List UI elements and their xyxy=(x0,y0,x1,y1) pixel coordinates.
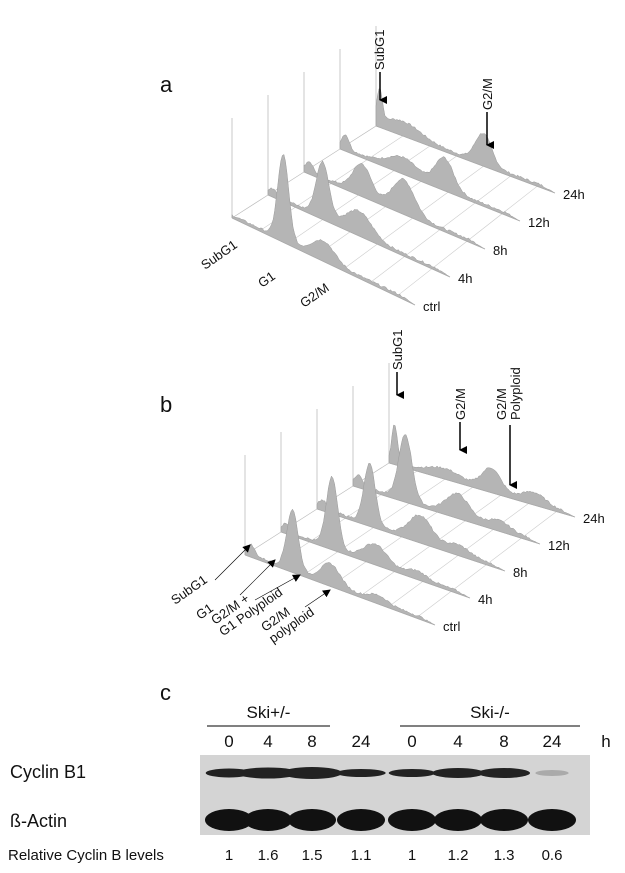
time-label: 0 xyxy=(407,732,416,751)
peak-label: G2/M xyxy=(453,388,468,420)
histogram xyxy=(339,134,521,222)
timepoint-label: 4h xyxy=(478,592,492,607)
trace-baseline xyxy=(339,148,521,222)
row-label: Cyclin B1 xyxy=(10,762,86,782)
histogram xyxy=(231,154,416,306)
timepoint-label: 8h xyxy=(513,565,527,580)
group-label: Ski-/- xyxy=(470,703,510,722)
actin-band xyxy=(434,809,482,831)
trace-baseline xyxy=(280,531,471,599)
time-label: 8 xyxy=(499,732,508,751)
peak-label: G2/MPolyploid xyxy=(494,367,523,420)
actin-band xyxy=(244,809,292,831)
time-label: 8 xyxy=(307,732,316,751)
histogram xyxy=(280,475,471,599)
axis-label: SubG1 xyxy=(198,237,240,273)
row-label: ß-Actin xyxy=(10,811,67,831)
relative-value: 1.3 xyxy=(494,847,515,864)
actin-band xyxy=(337,809,385,831)
pointer-line xyxy=(214,544,251,581)
time-label: 4 xyxy=(453,732,462,751)
axis-label: G2/M xyxy=(297,280,332,311)
cyclin-band xyxy=(282,767,342,779)
time-label: 24 xyxy=(352,732,371,751)
histogram xyxy=(267,160,451,278)
unit-label: h xyxy=(601,732,610,751)
trace-baseline xyxy=(388,462,576,518)
panel-label: c xyxy=(160,680,171,705)
panel-label: b xyxy=(160,392,172,417)
relative-value: 1.6 xyxy=(258,847,279,864)
peak-label-line: Polyploid xyxy=(508,367,523,420)
timepoint-label: 24h xyxy=(563,187,585,202)
relative-value: 1 xyxy=(408,847,416,864)
timepoint-label: 24h xyxy=(583,511,605,526)
trace-baseline xyxy=(231,217,416,306)
timepoint-label: 12h xyxy=(528,215,550,230)
actin-band xyxy=(388,809,436,831)
actin-band xyxy=(205,809,253,831)
peak-label: G2/M xyxy=(480,78,495,110)
pointer-line xyxy=(254,574,301,601)
actin-band xyxy=(528,809,576,831)
relative-value: 0.6 xyxy=(542,847,563,864)
trace-baseline xyxy=(267,194,451,278)
timepoint-label: ctrl xyxy=(443,619,460,634)
timepoint-label: 8h xyxy=(493,243,507,258)
cyclin-band xyxy=(388,769,436,777)
peak-label-line: G2/M xyxy=(494,388,509,420)
trace-baseline xyxy=(375,125,556,194)
cyclin-band xyxy=(236,767,300,779)
relative-value: 1.2 xyxy=(448,847,469,864)
axis-label: G1 xyxy=(255,268,278,290)
trace-baseline xyxy=(316,508,506,572)
floor-line xyxy=(231,194,269,219)
trace-baseline xyxy=(244,554,436,626)
relative-value: 1.5 xyxy=(302,847,323,864)
trace-baseline xyxy=(352,485,541,545)
relative-label: Relative Cyclin B levels xyxy=(8,847,164,864)
timepoint-label: 12h xyxy=(548,538,570,553)
panel-label: a xyxy=(160,72,173,97)
histogram xyxy=(352,434,541,545)
cyclin-band xyxy=(535,770,569,776)
time-label: 4 xyxy=(263,732,272,751)
cyclin-band xyxy=(336,769,386,777)
actin-band xyxy=(480,809,528,831)
relative-value: 1.1 xyxy=(351,847,372,864)
peak-label: SubG1 xyxy=(390,330,405,370)
group-label: Ski+/- xyxy=(247,703,291,722)
time-label: 24 xyxy=(543,732,562,751)
histogram xyxy=(375,88,556,194)
histogram xyxy=(316,463,506,572)
histogram xyxy=(388,424,576,518)
relative-value: 1 xyxy=(225,847,233,864)
cyclin-band xyxy=(432,768,484,778)
trace-baseline xyxy=(303,171,486,250)
cyclin-band xyxy=(478,768,530,778)
pointer-line xyxy=(239,559,276,596)
timepoint-label: 4h xyxy=(458,271,472,286)
pointer-line xyxy=(304,589,331,608)
timepoint-label: ctrl xyxy=(423,299,440,314)
peak-label: SubG1 xyxy=(372,30,387,70)
histogram xyxy=(303,161,486,250)
actin-band xyxy=(288,809,336,831)
time-label: 0 xyxy=(224,732,233,751)
